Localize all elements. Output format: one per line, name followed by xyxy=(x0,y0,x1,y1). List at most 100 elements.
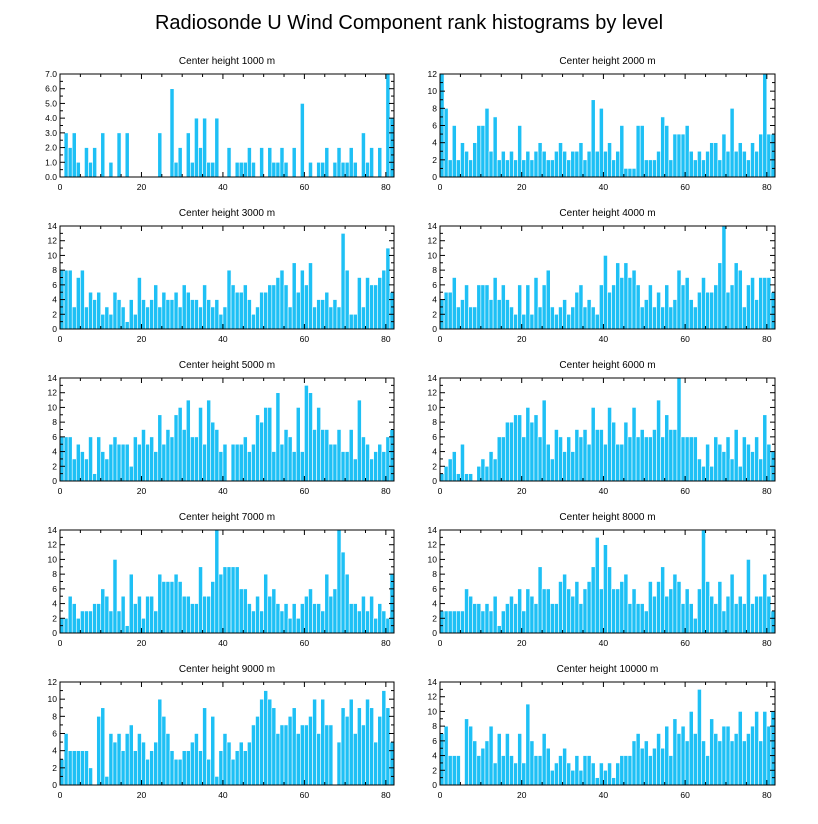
panel-7-bar xyxy=(173,573,179,634)
panel-8-bar xyxy=(660,566,665,634)
panel-2-bar xyxy=(770,133,776,178)
panel-3-bar xyxy=(222,306,228,330)
panel-9-bar xyxy=(177,758,183,786)
panel-6-bar xyxy=(631,407,637,482)
panel-10-bar xyxy=(484,740,490,786)
panel-10-bar xyxy=(607,762,612,786)
panel-6-bar xyxy=(496,436,502,482)
panel-1-bar xyxy=(247,147,252,178)
panel-2-bar xyxy=(680,133,686,178)
panel-1-xtick-label: 40 xyxy=(218,182,228,192)
panel-7-bar xyxy=(149,595,154,634)
panel-6-xtick-label: 40 xyxy=(599,486,609,496)
panel-7-bar xyxy=(308,588,313,634)
panel-4-title: Center height 4000 m xyxy=(559,208,655,219)
panel-3-xtick-label: 80 xyxy=(381,334,391,344)
panel-1-ytick-label: 6.0 xyxy=(45,84,57,94)
panel-1-bar xyxy=(344,161,350,178)
panel-4-bar xyxy=(643,299,649,330)
panel-7-ytick-label: 12 xyxy=(48,540,58,550)
panel-2-ytick-label: 8 xyxy=(432,103,437,113)
panel-7-bar xyxy=(247,603,252,634)
panel-8-bar xyxy=(627,603,633,634)
panel-8-bar xyxy=(664,595,670,634)
panel-6-bar xyxy=(664,414,670,482)
panel-7-bar xyxy=(304,595,309,634)
panel-1-title: Center height 1000 m xyxy=(179,56,275,67)
panel-4-bar xyxy=(737,269,743,330)
panel-9-bar xyxy=(316,733,321,786)
panel-1-xtick-label: 80 xyxy=(381,182,391,192)
panel-4-bar xyxy=(680,284,686,330)
panel-6-bar xyxy=(566,436,572,482)
panel-9-xtick-label: 20 xyxy=(137,790,147,800)
panel-10-bar xyxy=(603,769,608,786)
panel-3-bar xyxy=(242,284,248,330)
panel-7-bar xyxy=(161,581,167,634)
panel-10-bar xyxy=(500,755,506,786)
panel-8-bar xyxy=(648,581,653,634)
panel-9-bar xyxy=(59,758,65,786)
panel-10-bar xyxy=(660,747,665,786)
panel-4-bar xyxy=(615,262,621,330)
panel-4-bar xyxy=(611,284,616,330)
panel-8-bar xyxy=(607,566,612,634)
panel-8-ytick-label: 14 xyxy=(428,525,438,535)
panel-8-bar xyxy=(758,595,764,634)
panel-9-bar xyxy=(369,707,374,786)
panel-2-bar xyxy=(607,142,612,178)
panel-2-bar xyxy=(701,159,706,178)
panel-8-bar xyxy=(680,603,686,634)
panel-4-bar xyxy=(746,284,751,330)
panel-8-bar xyxy=(456,610,461,634)
panel-5-bar xyxy=(145,443,150,482)
panel-4-bar xyxy=(517,284,523,330)
panel-2-bar xyxy=(525,150,531,178)
panel-8-title: Center height 8000 m xyxy=(559,512,655,523)
panel-8-bar xyxy=(574,581,580,634)
panel-8-bar xyxy=(619,581,625,634)
panel-1-bar xyxy=(385,73,391,178)
panel-9-bar xyxy=(275,733,281,786)
panel-3-bar xyxy=(377,277,383,330)
panel-2-bar xyxy=(586,150,592,178)
panel-3-bar xyxy=(92,299,97,330)
panel-4-bar xyxy=(607,291,612,330)
panel-7-bar xyxy=(80,610,85,634)
panel-3-bar xyxy=(295,291,301,330)
panel-1-bar xyxy=(108,161,114,178)
panel-9-bar xyxy=(149,750,154,786)
panel-9-bar xyxy=(165,733,171,786)
panel-5-bar xyxy=(108,443,114,482)
panel-5-bar xyxy=(320,429,326,482)
panel-3-bar xyxy=(71,306,77,330)
panel-6-bar xyxy=(721,451,727,482)
panel-3-bar xyxy=(308,262,313,330)
panel-10-bar xyxy=(594,777,600,786)
panel-2-ytick-label: 12 xyxy=(428,69,438,79)
panel-4-xtick-label: 60 xyxy=(680,334,690,344)
panel-5-bar xyxy=(344,451,350,482)
panel-4-bar xyxy=(554,313,559,330)
panel-7-bar xyxy=(344,573,350,634)
panel-5-ytick-label: 0 xyxy=(52,476,57,486)
panel-3-ytick-label: 4 xyxy=(52,295,57,305)
panel-6-bar xyxy=(758,458,764,482)
panel-10-bar xyxy=(566,762,572,786)
panel-8-bar xyxy=(721,610,727,634)
panel-5-bar xyxy=(137,443,142,482)
panel-2-bar xyxy=(611,159,616,178)
panel-6-ytick-label: 12 xyxy=(428,388,438,398)
panel-6-xtick-label: 20 xyxy=(517,486,527,496)
panel-6-ytick-label: 6 xyxy=(432,432,437,442)
panel-3-bar xyxy=(291,262,297,330)
panel-1-bar xyxy=(259,147,264,178)
panel-6-bar xyxy=(480,458,486,482)
panel-2-bar xyxy=(451,125,457,178)
panel-8-bar xyxy=(443,610,449,634)
panel-6-bar xyxy=(533,414,539,482)
panel-2-bar xyxy=(521,159,527,178)
panel-9-ytick-label: 6 xyxy=(52,729,57,739)
panel-5-ytick-label: 14 xyxy=(48,373,58,383)
panel-5-bar xyxy=(120,443,126,482)
